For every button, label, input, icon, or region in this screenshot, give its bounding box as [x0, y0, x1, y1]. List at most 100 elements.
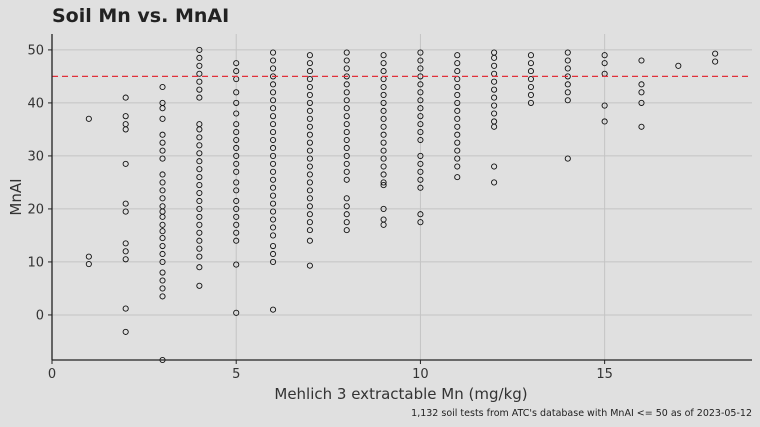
data-point	[343, 219, 350, 226]
data-point	[159, 195, 166, 202]
data-point	[159, 277, 166, 284]
data-point	[527, 99, 534, 106]
data-point	[343, 97, 350, 104]
data-point	[712, 58, 719, 65]
data-point	[601, 102, 608, 109]
data-point	[564, 89, 571, 96]
data-point	[196, 134, 203, 141]
data-point	[601, 60, 608, 67]
data-point	[380, 131, 387, 138]
data-point	[454, 174, 461, 181]
data-point	[159, 269, 166, 276]
data-point	[417, 97, 424, 104]
data-point	[343, 203, 350, 210]
data-point	[233, 261, 240, 268]
data-point	[270, 232, 277, 239]
data-point	[454, 115, 461, 122]
data-point	[417, 65, 424, 72]
data-point	[306, 155, 313, 162]
data-point	[270, 152, 277, 159]
data-point	[196, 197, 203, 205]
data-point	[343, 81, 350, 88]
data-point	[491, 62, 498, 69]
data-point	[122, 200, 129, 207]
data-point	[380, 139, 387, 146]
data-point	[159, 131, 166, 138]
data-point	[638, 99, 645, 106]
data-point	[196, 245, 203, 252]
data-point	[306, 227, 313, 234]
data-point	[343, 176, 350, 183]
data-point	[306, 52, 313, 59]
data-point	[306, 123, 313, 130]
data-point	[233, 168, 240, 175]
data-point	[417, 89, 424, 96]
data-point	[491, 78, 498, 85]
data-point	[527, 91, 534, 99]
data-point	[196, 237, 203, 244]
data-point	[675, 62, 682, 69]
data-point	[638, 81, 645, 88]
data-point	[196, 94, 203, 101]
data-point	[159, 221, 166, 228]
data-point	[343, 144, 350, 152]
data-point	[306, 187, 313, 194]
data-point	[601, 52, 608, 59]
data-point	[122, 240, 129, 247]
data-point	[343, 113, 350, 120]
data-point	[343, 57, 350, 64]
data-point	[306, 76, 313, 83]
data-point	[270, 136, 277, 144]
data-point	[380, 221, 387, 228]
data-point	[417, 105, 424, 112]
data-point	[491, 179, 498, 186]
data-point	[233, 89, 240, 96]
data-point	[712, 50, 719, 57]
data-point	[196, 205, 203, 212]
data-point	[380, 205, 387, 212]
data-point	[270, 250, 277, 258]
data-point	[122, 305, 129, 312]
data-point	[306, 219, 313, 226]
y-tick-label: 0	[36, 308, 44, 323]
data-point	[196, 264, 203, 271]
data-point	[233, 144, 240, 152]
data-point	[122, 208, 129, 215]
data-point	[380, 107, 387, 114]
data-point	[233, 221, 240, 228]
data-point	[306, 60, 313, 67]
data-point	[454, 52, 461, 59]
data-point	[159, 250, 166, 258]
data-point	[270, 65, 277, 72]
data-point	[122, 113, 129, 120]
data-point	[491, 86, 498, 93]
data-point	[306, 107, 313, 114]
data-point	[380, 83, 387, 91]
data-point	[270, 105, 277, 112]
y-axis-ticks: 0 10 20 30 40 50	[27, 43, 52, 323]
x-tick-label: 0	[48, 367, 56, 382]
data-point	[380, 147, 387, 154]
data-point	[454, 99, 461, 106]
data-point	[343, 105, 350, 112]
x-tick-label: 15	[596, 367, 613, 382]
y-tick-label: 50	[27, 43, 44, 58]
data-point	[343, 152, 350, 159]
data-point	[343, 65, 350, 72]
data-point	[270, 97, 277, 104]
data-point	[196, 126, 203, 133]
data-point	[454, 131, 461, 138]
data-point	[380, 60, 387, 67]
data-point	[233, 237, 240, 244]
data-point	[270, 306, 277, 313]
data-point	[233, 197, 240, 205]
data-point	[417, 121, 424, 128]
data-point	[454, 107, 461, 114]
data-point	[270, 121, 277, 128]
data-point	[417, 176, 424, 183]
data-point	[270, 200, 277, 207]
data-point	[196, 158, 203, 165]
data-point	[270, 160, 277, 167]
data-point	[270, 129, 277, 136]
